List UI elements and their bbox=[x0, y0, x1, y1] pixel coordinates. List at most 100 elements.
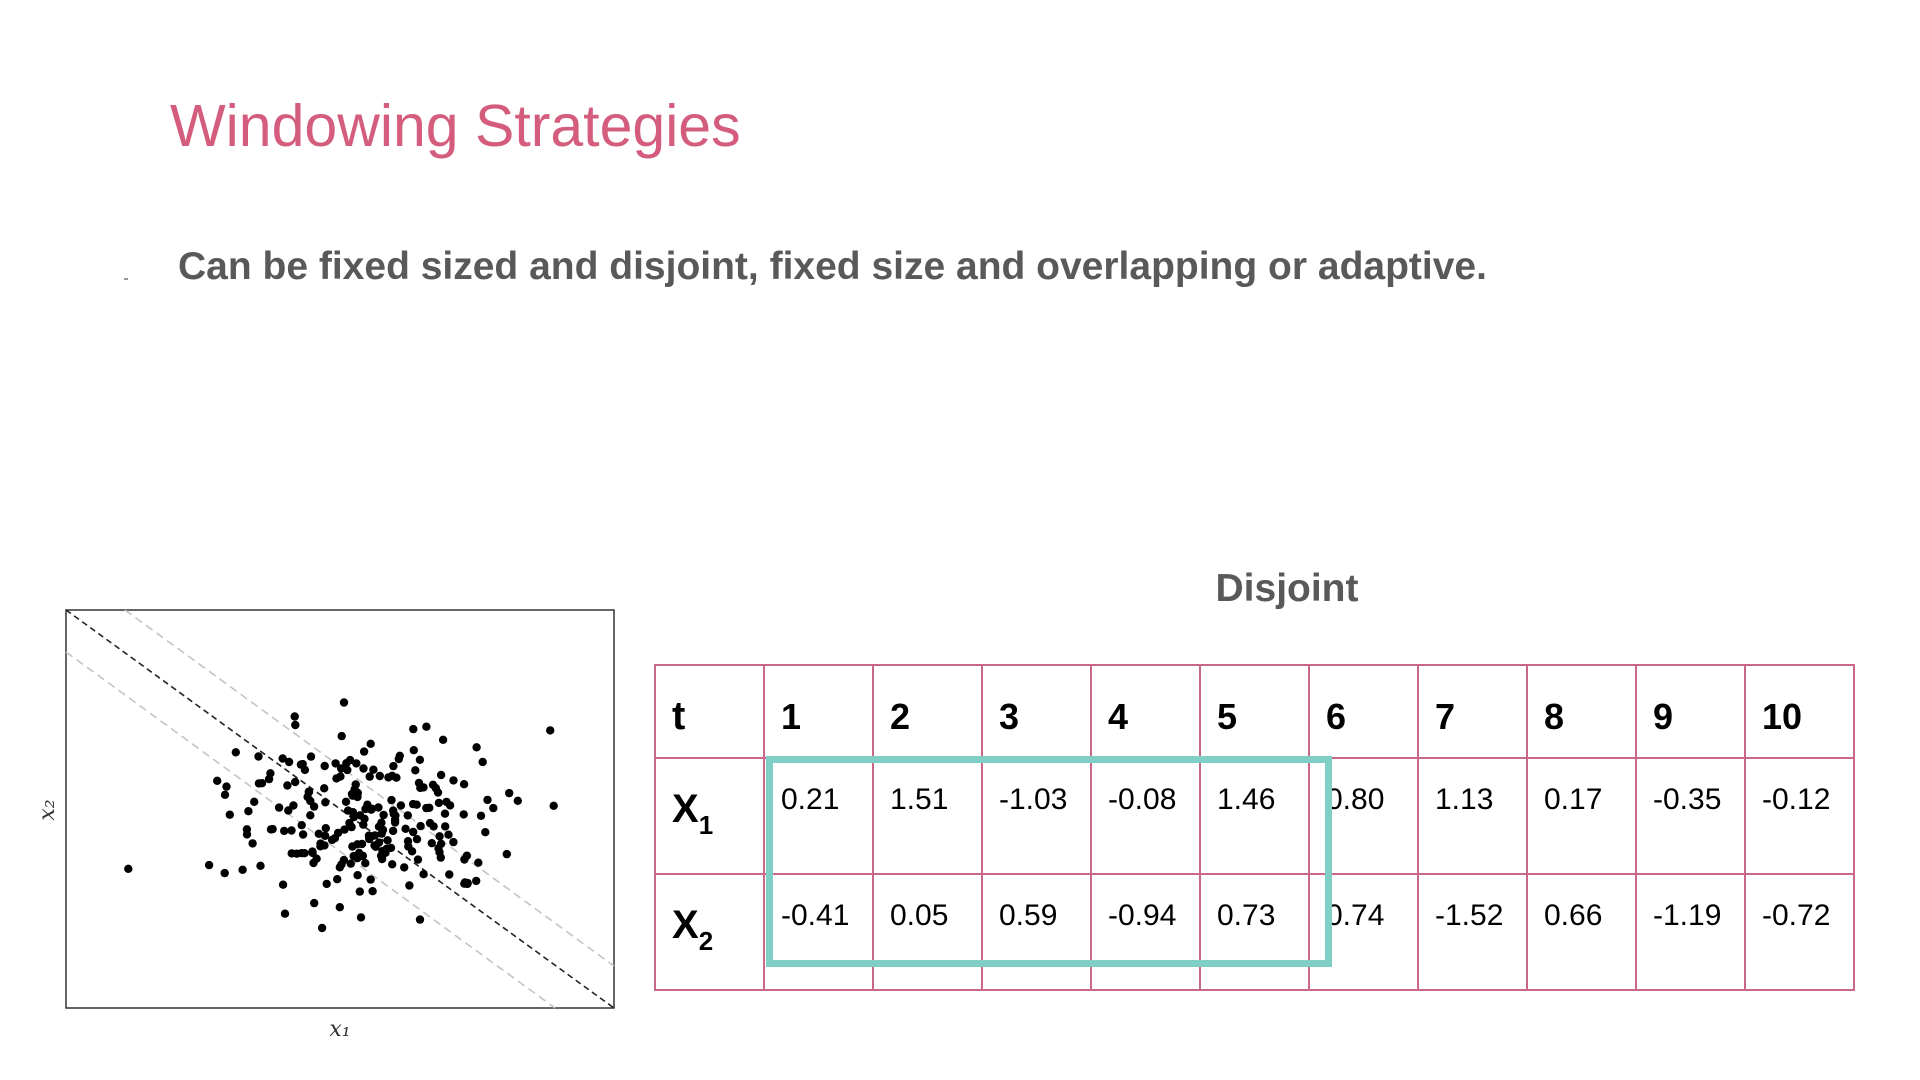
scatter-point bbox=[337, 731, 346, 741]
scatter-point bbox=[441, 822, 450, 831]
scatter-point bbox=[502, 849, 511, 859]
scatter-point bbox=[387, 795, 396, 805]
scatter-point bbox=[291, 777, 300, 787]
scatter-plot-svg: x₁ x₂ bbox=[40, 609, 615, 1042]
table-row-x2: X2 -0.41 0.05 0.59 -0.94 0.73 0.74 -1.52 0.66 -1… bbox=[654, 873, 1855, 991]
scatter-point bbox=[408, 799, 418, 809]
scatter-point bbox=[303, 792, 312, 802]
scatter-point bbox=[505, 788, 514, 798]
margin-line bbox=[124, 609, 615, 967]
scatter-point bbox=[266, 769, 275, 778]
scatter-point bbox=[280, 826, 289, 836]
scatter-point bbox=[449, 837, 458, 847]
scatter-point bbox=[340, 825, 349, 834]
scatter-point bbox=[341, 797, 351, 806]
section-heading: Disjoint bbox=[1215, 567, 1359, 610]
scatter-point bbox=[291, 720, 300, 730]
scatter-point bbox=[383, 836, 392, 845]
cell-t: 10 bbox=[1744, 664, 1855, 759]
scatter-point bbox=[365, 772, 374, 781]
scatter-point bbox=[427, 839, 436, 848]
scatter-point bbox=[339, 698, 349, 707]
scatter-point bbox=[292, 849, 301, 858]
scatter-point bbox=[287, 826, 296, 835]
scatter-point bbox=[284, 757, 294, 767]
scatter-point bbox=[392, 773, 401, 782]
row-label-x2-sub: 2 bbox=[698, 926, 714, 956]
scatter-point bbox=[274, 803, 284, 812]
scatter-point bbox=[306, 752, 316, 761]
scatter-point bbox=[308, 847, 317, 856]
scatter-point bbox=[349, 812, 359, 822]
scatter-point bbox=[368, 887, 377, 896]
scatter-point bbox=[415, 755, 425, 764]
cell-t: 5 bbox=[1199, 664, 1310, 759]
scatter-point bbox=[546, 726, 555, 735]
scatter-point bbox=[347, 822, 356, 832]
cell-x2: -0.72 bbox=[1744, 873, 1855, 991]
decision-lines bbox=[65, 609, 615, 1009]
cell-x2: -0.94 bbox=[1090, 873, 1201, 991]
cell-x1: 0.21 bbox=[763, 757, 874, 875]
scatter-point bbox=[396, 801, 406, 810]
scatter-point bbox=[416, 821, 425, 831]
scatter-point bbox=[549, 801, 558, 810]
scatter-point bbox=[409, 724, 418, 734]
scatter-point bbox=[290, 712, 299, 721]
scatter-point bbox=[428, 780, 438, 789]
scatter-point bbox=[438, 735, 448, 744]
row-label-x1-text: X bbox=[672, 787, 699, 831]
scatter-point bbox=[298, 759, 307, 769]
scatter-point bbox=[369, 765, 378, 774]
cell-t: 4 bbox=[1090, 664, 1201, 759]
scatter-point bbox=[256, 861, 265, 870]
scatter-point bbox=[433, 788, 443, 797]
scatter-point bbox=[371, 842, 380, 851]
scatter-point bbox=[388, 860, 397, 869]
scatter-point bbox=[474, 858, 483, 867]
scatter-point bbox=[320, 841, 329, 850]
scatter-point bbox=[356, 913, 366, 922]
cell-x1: -0.35 bbox=[1635, 757, 1746, 875]
scatter-point bbox=[359, 764, 368, 773]
scatter-point bbox=[390, 818, 400, 827]
scatter-point bbox=[409, 746, 418, 755]
scatter-point bbox=[345, 755, 355, 765]
scatter-point bbox=[434, 798, 444, 808]
scatter-point bbox=[306, 811, 315, 820]
scatter-point bbox=[320, 784, 329, 793]
scatter-point bbox=[367, 805, 376, 814]
cell-t: 6 bbox=[1308, 664, 1419, 759]
scatter-point bbox=[472, 876, 481, 886]
scatter-point bbox=[333, 875, 342, 884]
row-label-x2: X2 bbox=[654, 873, 765, 991]
cell-t: 8 bbox=[1526, 664, 1637, 759]
bullet-marker bbox=[124, 278, 128, 280]
scatter-point bbox=[429, 822, 438, 831]
scatter-point bbox=[422, 722, 431, 731]
scatter-point bbox=[225, 810, 234, 819]
scatter-point bbox=[124, 864, 133, 873]
scatter-point bbox=[407, 847, 417, 856]
scatter-point bbox=[400, 863, 409, 872]
scatter-point bbox=[374, 822, 384, 831]
scatter-point bbox=[222, 782, 231, 791]
scatter-point bbox=[460, 879, 469, 888]
scatter-point bbox=[298, 830, 308, 839]
scatter-point bbox=[320, 761, 329, 771]
scatter-point bbox=[412, 835, 422, 844]
slide-title: Windowing Strategies bbox=[170, 93, 741, 159]
scatter-point bbox=[349, 851, 358, 861]
scatter-point bbox=[481, 828, 490, 837]
scatter-point bbox=[377, 829, 386, 838]
cell-t: 1 bbox=[763, 664, 874, 759]
scatter-point bbox=[248, 839, 257, 848]
cell-x1: 1.46 bbox=[1199, 757, 1310, 875]
scatter-point bbox=[254, 752, 263, 761]
scatter-point bbox=[434, 844, 443, 853]
scatter-point bbox=[321, 831, 330, 840]
scatter-point bbox=[478, 757, 487, 767]
scatter-point bbox=[403, 837, 413, 846]
scatter-point bbox=[405, 881, 414, 890]
margin-line bbox=[65, 651, 556, 1009]
